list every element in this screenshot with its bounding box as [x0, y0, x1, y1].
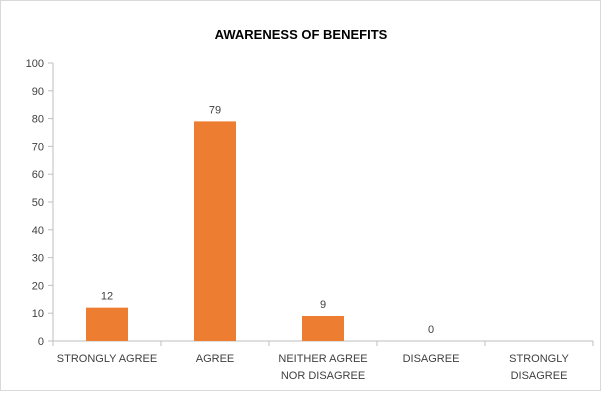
y-tick-label: 90: [32, 86, 44, 98]
y-tick-label: 70: [32, 141, 44, 153]
y-tick-label: 0: [38, 336, 44, 348]
data-label: 0: [428, 324, 434, 336]
x-category-label: DISAGREE: [511, 370, 568, 382]
x-category-label: DISAGREE: [403, 353, 460, 365]
y-tick-label: 100: [26, 58, 44, 70]
bar: [194, 121, 236, 341]
y-tick-label: 60: [32, 169, 44, 181]
y-tick-label: 80: [32, 114, 44, 126]
y-tick-label: 30: [32, 253, 44, 265]
x-category-label: AGREE: [196, 353, 235, 365]
x-category-label: NEITHER AGREE: [278, 353, 367, 365]
bar: [86, 307, 128, 341]
bar: [302, 315, 344, 341]
y-tick-label: 40: [32, 225, 44, 237]
y-tick-label: 50: [32, 197, 44, 209]
axes: [48, 62, 594, 346]
x-category-label: STRONGLY: [509, 353, 569, 365]
y-tick-label: 10: [32, 308, 44, 320]
data-label: 79: [209, 104, 221, 116]
chart-title: AWARENESS OF BENEFITS: [215, 27, 388, 42]
data-label: 9: [320, 299, 326, 311]
x-category-label: STRONGLY AGREE: [57, 353, 157, 365]
x-category-label: NOR DISAGREE: [281, 370, 365, 382]
bars: [86, 121, 344, 341]
data-label: 12: [101, 291, 113, 303]
y-tick-label: 20: [32, 280, 44, 292]
